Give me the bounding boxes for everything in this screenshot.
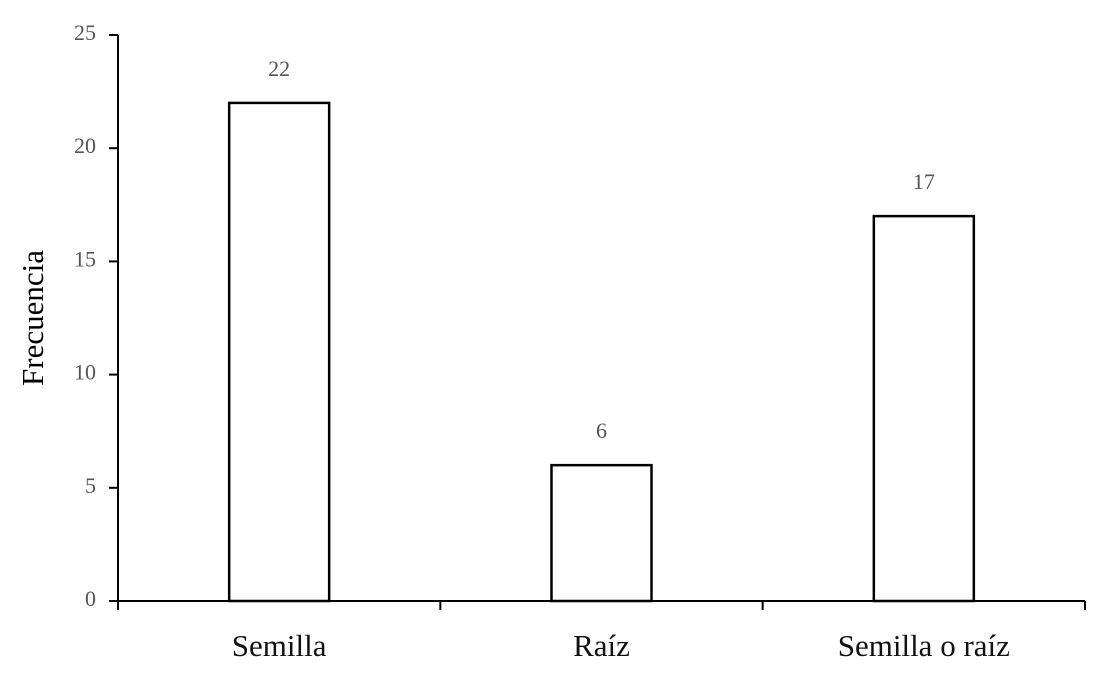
x-tick-label: Semilla: [232, 628, 327, 663]
data-label: 22: [268, 56, 290, 81]
x-tick-label: Semilla o raíz: [838, 628, 1010, 663]
y-tick-label: 25: [74, 20, 96, 45]
bar: [550, 463, 653, 603]
bar: [227, 101, 331, 603]
y-tick-label: 10: [74, 360, 96, 385]
data-label: 17: [913, 169, 935, 194]
y-tick-label: 15: [74, 246, 96, 271]
y-tick-label: 20: [74, 133, 96, 158]
data-label: 6: [596, 418, 607, 443]
x-tick-label: Raíz: [573, 628, 630, 663]
y-tick-label: 5: [85, 473, 96, 498]
y-tick-label: 0: [85, 586, 96, 611]
y-axis-label: Frecuencia: [15, 250, 50, 386]
bar: [872, 214, 976, 603]
